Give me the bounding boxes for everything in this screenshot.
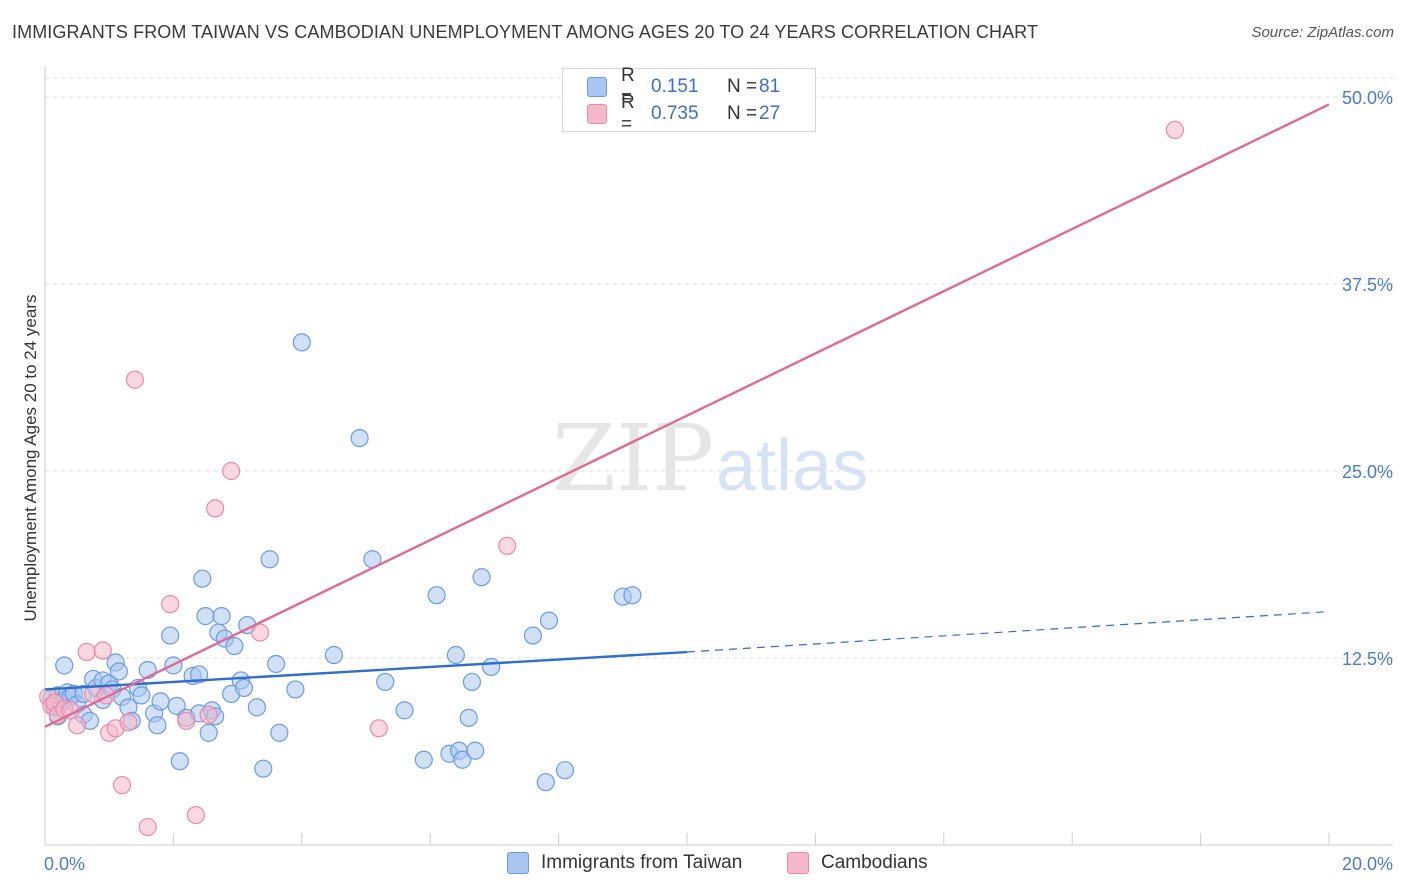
data-point [270, 723, 289, 742]
legend-n-label: N = [727, 103, 758, 124]
data-point [77, 642, 96, 662]
data-point [206, 499, 225, 518]
legend-swatch-cambodians [587, 104, 607, 124]
data-point [193, 569, 212, 588]
data-point [247, 698, 266, 717]
data-point [199, 705, 218, 724]
trend-line-taiwan-extension [686, 611, 1330, 653]
chart-source: Source: ZipAtlas.com [1251, 24, 1394, 41]
axes [44, 66, 1393, 846]
data-point [286, 680, 305, 699]
data-point [250, 623, 270, 642]
legend-item-cambodians[interactable]: Cambodians [787, 852, 928, 874]
legend-swatch-cambodians [787, 852, 809, 874]
trend-line-cambodians [44, 103, 1330, 728]
data-point [196, 607, 215, 626]
trend-lines [44, 103, 1330, 728]
legend-r-label: R = [621, 92, 635, 135]
y-tick-label: 12.5% [1342, 649, 1393, 669]
data-point [539, 611, 559, 630]
data-point [55, 656, 74, 675]
legend-item-taiwan[interactable]: Immigrants from Taiwan [507, 852, 742, 874]
legend-label-taiwan: Immigrants from Taiwan [541, 852, 743, 873]
data-point [536, 773, 555, 792]
data-point [125, 370, 144, 389]
data-point [260, 550, 279, 569]
legend-label-cambodians: Cambodians [821, 852, 928, 873]
y-axis-label: Unemployment Among Ages 20 to 24 years [21, 295, 40, 622]
data-point [177, 711, 196, 730]
data-point [350, 428, 369, 448]
legend-n-value: 27 [759, 103, 781, 124]
data-point [138, 817, 157, 837]
data-point [482, 657, 501, 677]
legend-n-label: N = [727, 76, 758, 97]
data-point [414, 750, 433, 769]
data-point [623, 586, 642, 605]
legend-n-value: 81 [759, 76, 781, 97]
legend-swatch-taiwan [587, 77, 607, 97]
data-point [523, 626, 543, 645]
data-point [93, 641, 112, 660]
data-point [109, 662, 128, 681]
data-point [161, 626, 180, 645]
grid-lines [45, 77, 1393, 659]
y-tick-labels: 12.5% 25.0% 37.5% 50.0% [1342, 88, 1393, 669]
legend-r-value: 0.151 [651, 76, 699, 97]
data-point [1165, 120, 1185, 140]
y-tick-label: 50.0% [1342, 88, 1393, 108]
data-point [225, 636, 244, 656]
watermark: ZIP atlas [552, 405, 868, 512]
data-point [267, 654, 286, 674]
data-point [395, 701, 414, 720]
data-point [369, 719, 388, 738]
data-point [427, 586, 446, 605]
data-point [324, 645, 343, 665]
data-point [462, 672, 482, 692]
data-point [151, 692, 170, 711]
series-legend: Immigrants from Taiwan Cambodians [0, 852, 1406, 878]
data-point [132, 686, 151, 705]
data-point [446, 645, 465, 665]
chart-title: IMMIGRANTS FROM TAIWAN VS CAMBODIAN UNEM… [12, 22, 1039, 42]
data-point [119, 713, 138, 732]
data-point [167, 696, 186, 715]
watermark-atlas: atlas [716, 426, 868, 506]
data-point [453, 750, 472, 769]
trend-line-taiwan [44, 650, 688, 691]
data-point [498, 536, 517, 555]
legend-row-taiwan: R = 0.151 N = 81 [587, 65, 781, 108]
data-point [199, 723, 218, 742]
data-point [222, 461, 241, 481]
data-point [186, 805, 205, 825]
data-point [376, 672, 395, 692]
data-point [555, 761, 575, 780]
data-point [161, 595, 180, 614]
stats-legend: R = 0.151 N = 81 R = 0.735 N = 27 [562, 65, 816, 135]
data-point [472, 568, 491, 587]
data-point [112, 776, 132, 795]
data-point [292, 333, 311, 352]
legend-row-cambodians: R = 0.735 N = 27 [587, 92, 781, 135]
y-tick-label: 37.5% [1342, 275, 1393, 295]
data-point [170, 752, 189, 771]
legend-r-value: 0.735 [651, 103, 699, 124]
data-point [67, 716, 87, 735]
x-tick-label-min: 0.0% [44, 854, 85, 874]
data-point [459, 708, 478, 727]
watermark-zip: ZIP [552, 405, 714, 512]
data-point [234, 678, 254, 698]
data-point [466, 741, 485, 760]
data-point [148, 716, 167, 735]
legend-r-label: R = [621, 65, 635, 108]
data-point [212, 607, 231, 626]
legend-swatch-taiwan [507, 852, 529, 874]
y-tick-label: 25.0% [1342, 462, 1393, 482]
data-point [189, 665, 209, 684]
x-tick-label-max: 20.0% [1342, 854, 1393, 874]
data-point [254, 759, 273, 778]
